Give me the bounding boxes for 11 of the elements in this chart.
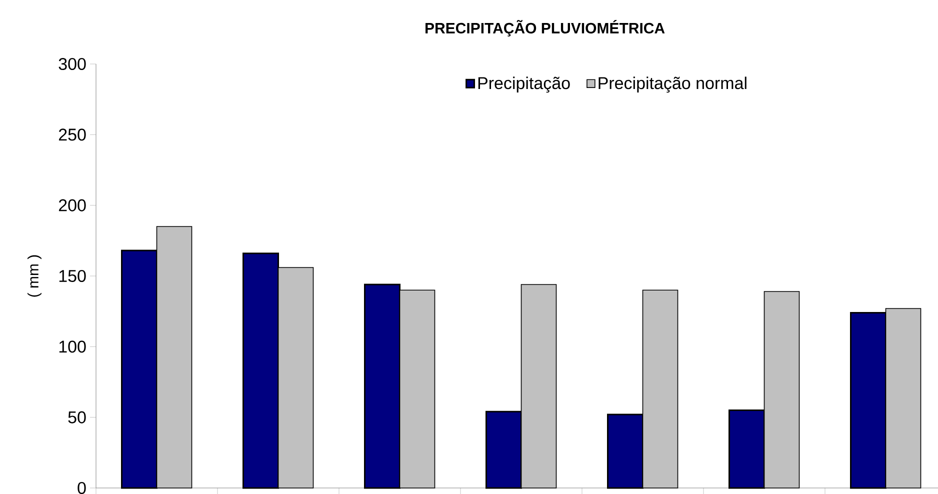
- chart-title: PRECIPITAÇÃO PLUVIOMÉTRICA: [426, 20, 665, 36]
- y-tick-label: 150: [59, 270, 86, 282]
- y-tick-label: 50: [68, 411, 86, 424]
- y-tick-label: 0: [78, 482, 86, 494]
- y-tick-label: 100: [59, 340, 86, 353]
- y-tick-label: 300: [58, 58, 86, 70]
- y-tick-label: 200: [58, 199, 86, 212]
- legend-label: Precipitação normal: [598, 76, 746, 93]
- y-axis-title: ( mm ): [28, 255, 42, 297]
- y-tick-label: 250: [58, 128, 86, 141]
- legend-label: Precipitação: [478, 76, 570, 93]
